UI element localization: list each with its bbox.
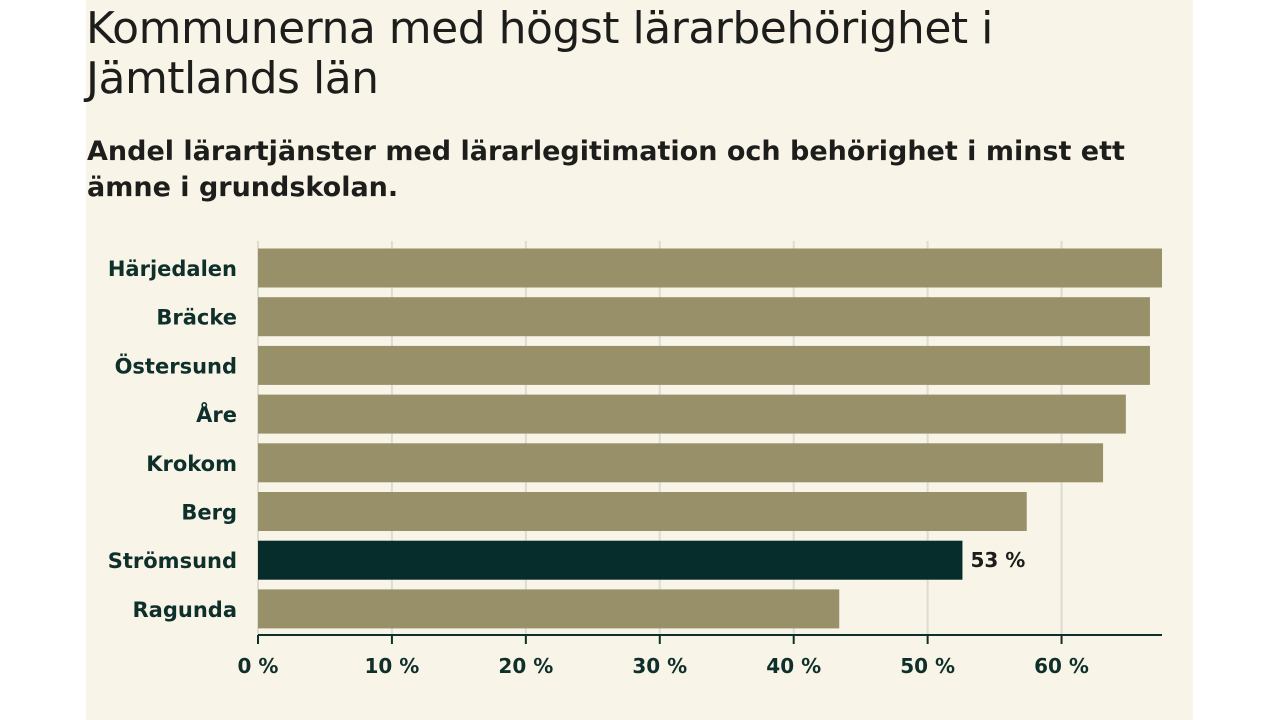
bar bbox=[258, 297, 1150, 337]
bar bbox=[258, 394, 1126, 434]
chart-title: Kommunerna med högst lärarbehörighet i J… bbox=[86, 3, 993, 104]
data-label: 53 % bbox=[970, 548, 1025, 572]
bar bbox=[258, 345, 1150, 385]
category-label: Östersund bbox=[115, 353, 237, 378]
x-tick-label: 10 % bbox=[365, 654, 420, 678]
x-tick-label: 30 % bbox=[632, 654, 687, 678]
category-label: Härjedalen bbox=[108, 257, 237, 281]
category-label: Strömsund bbox=[108, 549, 237, 573]
x-axis: 0 % 10 % 20 % 30 % 40 % 50 % 60 % bbox=[238, 634, 1162, 678]
category-labels: Härjedalen Bräcke Östersund Åre Krokom Berg St… bbox=[108, 257, 1026, 622]
x-tick-label: 60 % bbox=[1034, 654, 1089, 678]
bar bbox=[258, 443, 1104, 483]
category-label: Ragunda bbox=[133, 598, 237, 622]
bar bbox=[258, 248, 1162, 288]
bar bbox=[258, 589, 840, 629]
bar-highlighted bbox=[258, 540, 963, 580]
x-tick-label: 0 % bbox=[238, 654, 279, 678]
x-tick-label: 20 % bbox=[498, 654, 553, 678]
bars bbox=[258, 248, 1162, 629]
x-tick-label: 50 % bbox=[900, 654, 955, 678]
chart-subtitle: Andel lärartjänster med lärarlegitimatio… bbox=[87, 136, 1125, 203]
category-label: Bräcke bbox=[156, 306, 237, 330]
bar bbox=[258, 492, 1027, 531]
category-label: Åre bbox=[196, 402, 237, 427]
category-label: Krokom bbox=[146, 452, 237, 476]
x-tick-label: 40 % bbox=[766, 654, 821, 678]
category-label: Berg bbox=[181, 501, 237, 525]
